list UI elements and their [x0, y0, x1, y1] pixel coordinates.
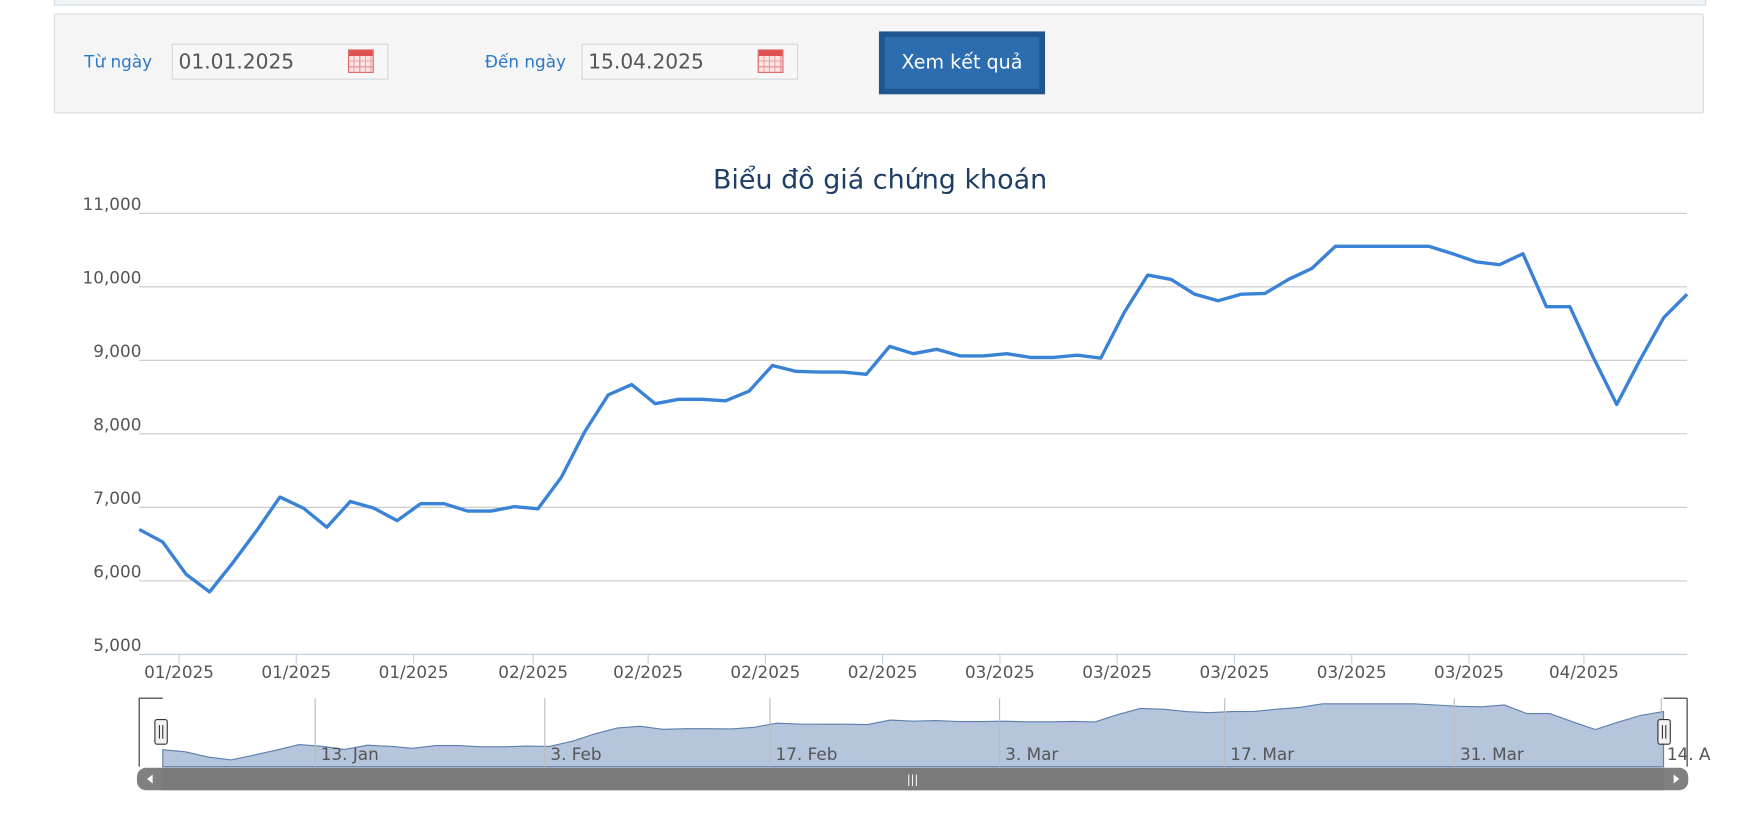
to-input[interactable]: 15.04.2025 — [581, 43, 799, 80]
y-tick-label: 8,000 — [93, 414, 141, 434]
scroll-right — [1673, 774, 1680, 784]
navigator-label: 3. Mar — [1005, 744, 1058, 764]
navigator-handle — [154, 718, 168, 745]
navigator-area — [162, 703, 1665, 768]
x-tick-label: 03/2025 — [1434, 662, 1504, 682]
y-tick-label: 7,000 — [93, 488, 141, 508]
from-label: Từ ngày — [84, 51, 153, 72]
submit-button[interactable]: Xem kết quả — [878, 31, 1046, 95]
navigator-label: 17. Mar — [1230, 744, 1294, 764]
to-value: 15.04.2025 — [588, 50, 704, 75]
navigator-label: 14. A — [1667, 744, 1711, 764]
y-tick-label: 6,000 — [93, 562, 141, 582]
y-tick-label: 10,000 — [83, 267, 142, 287]
x-tick-label: 03/2025 — [1317, 662, 1387, 682]
top-strip — [53, 0, 1707, 6]
y-tick-label: 11,000 — [83, 194, 142, 214]
navigator-label: 17. Feb — [776, 744, 838, 764]
x-tick-label: 01/2025 — [379, 662, 449, 682]
navigator-label: 13. Jan — [321, 744, 379, 764]
y-tick-label: 9,000 — [93, 341, 141, 361]
x-tick-label: 01/2025 — [144, 662, 214, 682]
x-tick-label: 02/2025 — [613, 662, 683, 682]
navigator-label: 3. Feb — [550, 744, 601, 764]
y-tick-label: 5,000 — [93, 635, 141, 655]
from-input[interactable]: 01.01.2025 — [171, 43, 389, 80]
x-tick-label: 03/2025 — [1200, 662, 1270, 682]
x-tick-label: 01/2025 — [261, 662, 331, 682]
scrollbar-grip: ||| — [907, 774, 918, 787]
from-value: 01.01.2025 — [178, 50, 295, 75]
x-tick-label: 03/2025 — [1082, 662, 1152, 682]
x-tick-label: 02/2025 — [498, 662, 568, 682]
chart-title: Biểu đồ giá chứng khoán — [713, 165, 1047, 196]
price-line — [138, 244, 1689, 594]
scrollbar-thumb — [161, 767, 1664, 791]
button-label: Xem kết quả — [884, 37, 1040, 89]
x-tick-label: 04/2025 — [1549, 662, 1619, 682]
x-tick-label: 03/2025 — [965, 662, 1035, 682]
navigator-label: 31. Mar — [1460, 744, 1524, 764]
navigator-handle — [1657, 718, 1671, 745]
calendar-icon[interactable] — [347, 49, 374, 73]
x-tick-label: 02/2025 — [848, 662, 918, 682]
calendar-icon[interactable] — [757, 49, 784, 73]
scroll-left — [147, 774, 153, 784]
to-label: Đến ngày — [484, 51, 567, 72]
x-tick-label: 02/2025 — [730, 662, 800, 682]
